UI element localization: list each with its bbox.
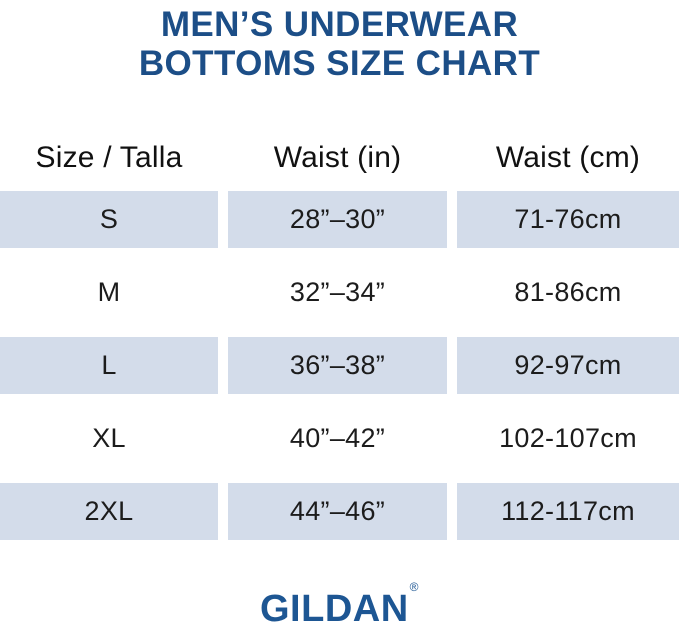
size-table: Size / Talla Waist (in) Waist (cm) S 28”… [0, 137, 679, 540]
page-title: MEN’S UNDERWEAR BOTTOMS SIZE CHART [0, 5, 679, 83]
column-header-waist-cm: Waist (cm) [495, 141, 641, 174]
waist-cm-cell: 81-86cm [514, 277, 622, 307]
size-cell: XL [92, 423, 126, 453]
table-row-2xl: 2XL 44”–46” 112-117cm [0, 483, 679, 540]
gildan-logo-text: GILDAN [260, 588, 409, 629]
table-row-xl: XL 40”–42” 102-107cm [0, 410, 679, 467]
waist-cm-cell: 92-97cm [457, 337, 679, 394]
waist-cm-cell: 71-76cm [457, 191, 679, 248]
table-row-s: S 28”–30” 71-76cm [0, 191, 679, 248]
size-cell: L [0, 337, 218, 394]
waist-cm-cell: 102-107cm [499, 423, 637, 453]
table-row-m: M 32”–34” 81-86cm [0, 264, 679, 321]
waist-in-cell: 28”–30” [228, 191, 447, 248]
page-title-line-2: BOTTOMS SIZE CHART [138, 44, 541, 83]
size-cell: 2XL [0, 483, 218, 540]
table-header-row: Size / Talla Waist (in) Waist (cm) [0, 137, 679, 175]
table-row-l: L 36”–38” 92-97cm [0, 337, 679, 394]
column-header-waist-in: Waist (in) [273, 141, 402, 174]
waist-in-cell: 40”–42” [289, 423, 386, 453]
waist-in-cell: 36”–38” [228, 337, 447, 394]
size-cell: M [97, 277, 121, 307]
gildan-logo: GILDAN® [260, 580, 419, 629]
waist-in-cell: 44”–46” [228, 483, 447, 540]
waist-in-cell: 32”–34” [289, 277, 386, 307]
column-header-size-talla: Size / Talla [35, 141, 183, 174]
registered-trademark-icon: ® [409, 580, 419, 595]
brand-footer: GILDAN® [0, 580, 679, 629]
size-cell: S [0, 191, 218, 248]
page-title-line-1: MEN’S UNDERWEAR [160, 5, 519, 44]
waist-cm-cell: 112-117cm [457, 483, 679, 540]
